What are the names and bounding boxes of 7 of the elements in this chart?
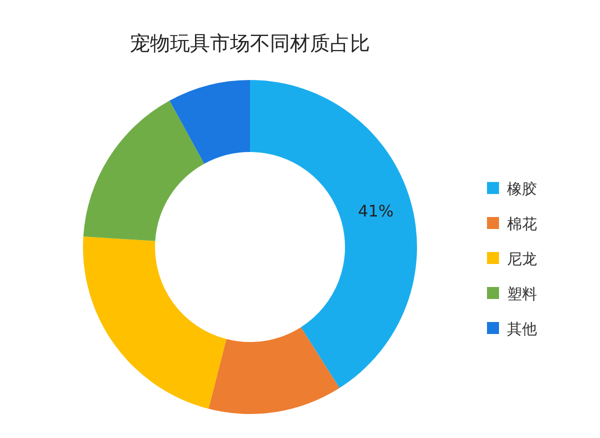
- legend-label: 橡胶: [507, 180, 537, 198]
- data-label: 41%: [358, 201, 394, 220]
- legend-label: 其他: [507, 320, 537, 338]
- legend-label: 尼龙: [507, 250, 537, 268]
- chart-title: 宠物玩具市场不同材质占比: [130, 31, 370, 55]
- legend-label: 塑料: [507, 285, 537, 303]
- legend-label: 棉花: [507, 215, 537, 233]
